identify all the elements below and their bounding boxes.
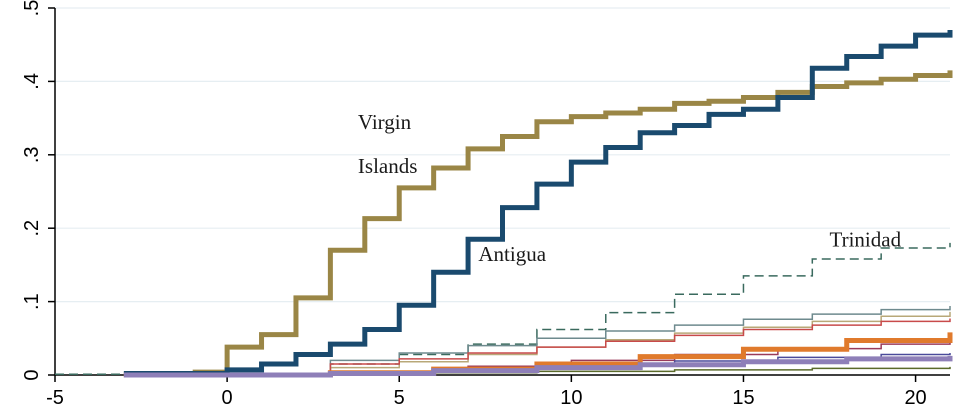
series-line-virgin-islands: [192, 70, 953, 375]
series-line: [123, 306, 951, 376]
annotations: Virgin Islands Antigua Trinidad: [358, 110, 902, 266]
x-tick-label: 20: [904, 387, 926, 409]
annotation-virgin-2: Islands: [358, 154, 418, 178]
x-tick-label: 10: [560, 387, 582, 409]
annotation-virgin-1: Virgin: [358, 110, 412, 134]
annotation-trinidad: Trinidad: [830, 228, 902, 252]
series-line-antigua: [123, 30, 953, 377]
axes: 0.1.2.3.4.5-5 0 5 10 15 20: [21, 0, 950, 409]
annotation-antigua: Antigua: [478, 242, 546, 266]
series-line: [123, 355, 953, 378]
y-tick-label: 0: [21, 369, 43, 380]
x-tick-label: 0: [222, 387, 233, 409]
x-tick-label: -5: [46, 387, 64, 409]
x-tick-label: 5: [394, 387, 405, 409]
series-line: [123, 311, 951, 376]
y-tick-label: .1: [21, 293, 43, 310]
y-tick-label: .2: [21, 220, 43, 237]
y-tick-label: .4: [21, 73, 43, 90]
series-line: [123, 318, 951, 376]
series-group: [55, 30, 953, 378]
x-tick-label: 15: [732, 387, 754, 409]
y-tick-label: .3: [21, 146, 43, 163]
y-tick-label: .5: [21, 0, 43, 16]
